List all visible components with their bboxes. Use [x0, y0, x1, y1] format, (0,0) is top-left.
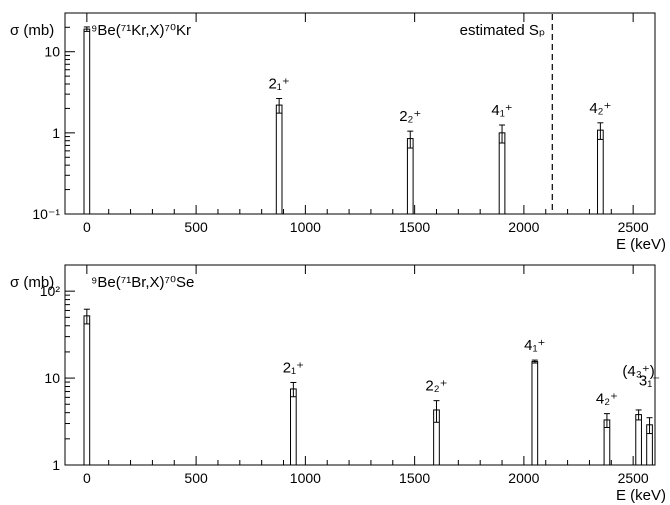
panel1-x-tick-label: 1000: [290, 219, 321, 235]
panel2-y-axis-label: σ (mb): [10, 274, 54, 291]
panel1-state-label: 2₂⁺: [399, 108, 421, 125]
panel2-y-tick-label: 10: [44, 370, 60, 386]
panel2-x-axis-label: E (keV): [616, 487, 666, 504]
panel2-x-tick-label: 1000: [290, 470, 321, 486]
panel2-y-tick-label: 1: [52, 457, 60, 473]
panel2-state-label: 4₁⁺: [524, 337, 545, 354]
panel2-x-tick-label: 0: [83, 470, 91, 486]
panel2-state-label: 3₁⁻: [639, 373, 660, 390]
panel2-state-label: 2₂⁺: [425, 378, 447, 395]
panel1-plot-frame: [64, 12, 656, 215]
panel1-reaction-label: ⁹Be(⁷¹Kr,X)⁷⁰Kr: [91, 22, 191, 39]
panel1-y-tick-label: 10: [44, 44, 60, 60]
panel2-bar: [531, 361, 539, 466]
panel2-x-tick-label: 500: [184, 470, 208, 486]
panel1-state-label: 4₁⁺: [491, 102, 512, 119]
panel1-x-tick-label: 500: [184, 219, 208, 235]
panel2-x-tick-label: 2500: [618, 470, 649, 486]
panel2-state-label: (4₃⁺): [622, 363, 654, 380]
panel1-bar: [83, 28, 91, 215]
panel1-state-label: 4₂⁺: [589, 100, 611, 117]
panel1-x-tick-label: 2000: [508, 219, 539, 235]
panel1-x-axis-label: E (keV): [616, 236, 666, 253]
panel2-reaction-label: ⁹Be(⁷¹Br,X)⁷⁰Se: [91, 274, 194, 291]
panel2-y-tick-label: 10²: [40, 283, 61, 299]
panel2-state-label: 4₂⁺: [596, 391, 618, 408]
panel1-bar: [597, 129, 604, 215]
panel2-bar: [635, 414, 642, 466]
panel1-y-axis-label: σ (mb): [10, 22, 54, 39]
panel1-bar: [498, 132, 506, 215]
panel1-bar: [275, 104, 283, 215]
panel2-plot-frame: [64, 264, 656, 466]
panel2-bar: [83, 315, 91, 466]
panel1-state-label: 2₁⁺: [268, 76, 289, 93]
panel1-y-tick-label: 1: [52, 125, 60, 141]
panel1-sp-label: estimated Sₚ: [460, 22, 546, 39]
panel1-x-tick-label: 1500: [399, 219, 430, 235]
panel2-bar: [290, 388, 297, 466]
panel2-x-tick-label: 2000: [508, 470, 539, 486]
panel1-x-tick-label: 0: [83, 219, 91, 235]
panel1-y-tick-label: 10⁻¹: [32, 206, 60, 222]
panel2-x-tick-label: 1500: [399, 470, 430, 486]
panel2-state-label: 2₁⁺: [283, 359, 304, 376]
panel1-bar: [406, 138, 414, 215]
panel1-x-tick-label: 2500: [618, 219, 649, 235]
